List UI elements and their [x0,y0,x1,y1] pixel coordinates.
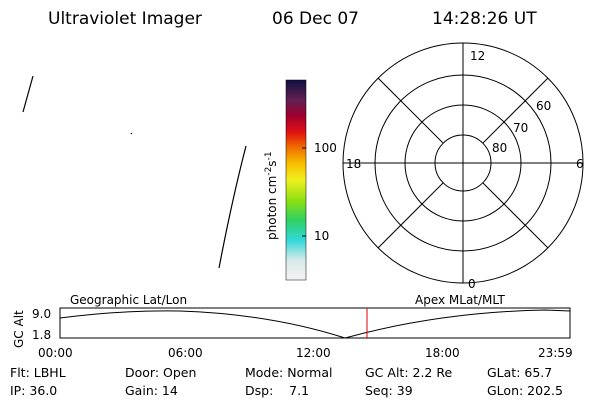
info-field: Dsp: 7.1 [245,383,309,398]
info-field: Flt: LBHL [10,365,66,380]
plot-left-title: Geographic Lat/Lon [70,293,187,307]
info-field: Seq: 39 [365,383,413,398]
colorbar-tick-label: 10 [314,229,329,243]
time: 14:28:26 UT [432,9,537,29]
colorbar-tick-label: 100 [314,141,337,155]
info-field: Door: Open [125,365,196,380]
plot-x-tick-label: 23:59 [538,346,573,360]
altitude-plot [59,307,571,339]
colorbar-exp: -1 [264,151,274,160]
polar-hour-label: 18 [346,157,361,171]
date: 06 Dec 07 [272,9,359,29]
polar-hour-label: 12 [470,49,485,63]
info-field: GC Alt: 2.2 Re [365,365,452,380]
plot-x-tick-label: 18:00 [425,346,460,360]
colorbar-exp: -2 [264,167,274,176]
info-field: GLon: 202.5 [487,383,563,398]
plot-y-tick-label: 9.0 [32,307,51,321]
info-field: Gain: 14 [125,383,178,398]
polar-hour-label: 0 [468,277,476,291]
polar-hour-label: 6 [576,157,584,171]
colorbar [285,79,307,281]
info-field: Mode: Normal [245,365,332,380]
plot-x-tick-label: 06:00 [168,346,203,360]
title: Ultraviolet Imager [48,9,202,29]
polar-grid [342,42,584,284]
plot-x-tick-label: 00:00 [38,346,73,360]
colorbar-label: photon cm-2s-1 [264,151,279,240]
plot-y-label: GC Alt [12,310,26,348]
polar-lat-label: 60 [536,99,551,113]
polar-lat-label: 70 [513,121,528,135]
limb-image [22,75,247,269]
polar-lat-label: 80 [492,141,507,155]
colorbar-unit: s [265,160,279,166]
plot-x-tick-label: 12:00 [296,346,331,360]
colorbar-label-text: photon cm [265,176,279,240]
plot-y-tick-label: 1.8 [32,328,51,342]
info-panel: Flt: LBHL Door: Open Mode: Normal GC Alt: 2… [10,365,563,398]
plot-right-title: Apex MLat/MLT [415,293,505,307]
info-field: IP: 36.0 [10,383,57,398]
info-field: GLat: 65.7 [487,365,552,380]
